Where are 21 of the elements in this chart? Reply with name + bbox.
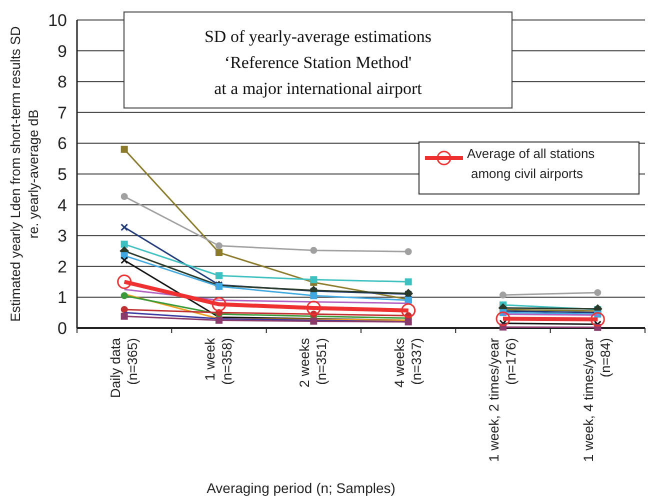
- x-tick-label: 1 week, 2 times/year (n=176): [486, 338, 518, 462]
- y-tick-label: 3: [58, 226, 67, 246]
- text: SD of yearly-average estimations ‘Reference Station Method' at a major international airport: [204, 27, 432, 98]
- y-tick-label: 0: [58, 318, 67, 338]
- y-axis-title: Estimated yearly Lden from short-term results SD re. yearly-average dB: [8, 26, 41, 322]
- y-tick-label: 6: [58, 134, 67, 154]
- x-axis-title: Averaging period (n; Samples): [206, 480, 396, 496]
- y-tick-label: 2: [58, 257, 67, 276]
- y-tick-label: 9: [58, 42, 67, 61]
- y-tick-label: 7: [58, 103, 67, 122]
- y-tick-label: 4: [58, 196, 67, 215]
- x-tick-label: 1 week, 4 times/year (n=84): [581, 338, 614, 462]
- y-tick-label: 8: [58, 72, 67, 92]
- x-tick-label: 2 weeks (n=351): [297, 338, 330, 388]
- legend-label: Average of all stations among civil airports: [467, 146, 596, 181]
- y-tick-label: 1: [58, 288, 67, 308]
- x-tick-label: 4 weeks (n=337): [392, 338, 424, 388]
- y-tick-label: 10: [48, 10, 67, 30]
- x-tick-label: 1 week (n=358): [202, 338, 234, 385]
- x-tick-label: Daily data (n=365): [108, 338, 140, 398]
- y-tick-label: 5: [58, 164, 67, 184]
